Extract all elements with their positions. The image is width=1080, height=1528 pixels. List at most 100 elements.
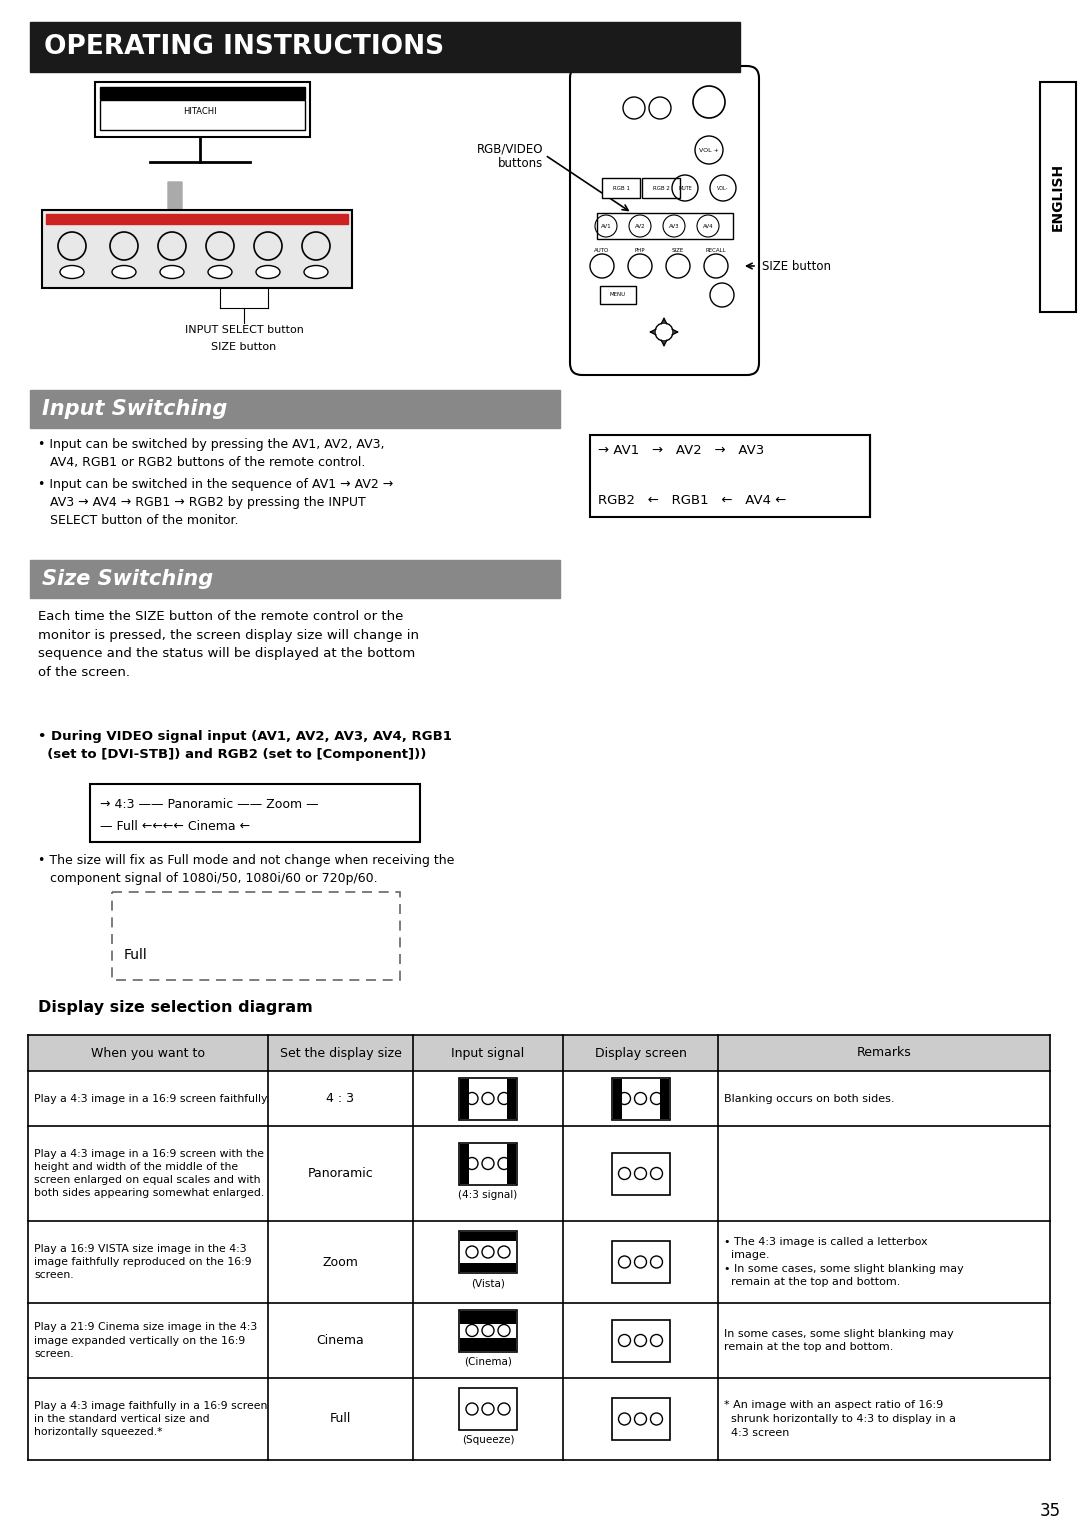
Text: — Full ←←←← Cinema ←: — Full ←←←← Cinema ← xyxy=(100,821,251,833)
Text: In some cases, some slight blanking may
remain at the top and bottom.: In some cases, some slight blanking may … xyxy=(724,1329,954,1352)
Bar xyxy=(46,214,348,225)
Bar xyxy=(460,1311,516,1323)
Bar xyxy=(590,435,870,516)
Text: AV3: AV3 xyxy=(669,223,679,229)
Bar xyxy=(459,1309,517,1351)
Bar xyxy=(611,1398,670,1439)
Bar xyxy=(460,1264,516,1271)
Ellipse shape xyxy=(60,266,84,278)
Text: Size Switching: Size Switching xyxy=(42,568,213,588)
Bar xyxy=(642,177,680,199)
Text: Play a 4:3 image faithfully in a 16:9 screen
in the standard vertical size and
h: Play a 4:3 image faithfully in a 16:9 sc… xyxy=(33,1401,268,1438)
Text: When you want to: When you want to xyxy=(91,1047,205,1059)
Bar xyxy=(507,1079,516,1118)
Text: Full: Full xyxy=(124,947,148,963)
Text: VOL-: VOL- xyxy=(717,185,729,191)
Bar xyxy=(460,1143,469,1184)
Ellipse shape xyxy=(160,266,184,278)
Text: Play a 4:3 image in a 16:9 screen with the
height and width of the middle of the: Play a 4:3 image in a 16:9 screen with t… xyxy=(33,1149,265,1198)
Bar xyxy=(459,1077,517,1120)
Text: Input signal: Input signal xyxy=(451,1047,525,1059)
Bar xyxy=(597,212,733,238)
Bar xyxy=(660,1079,669,1118)
Text: Input Switching: Input Switching xyxy=(42,399,228,419)
Text: Play a 16:9 VISTA size image in the 4:3
image faithfully reproduced on the 16:9
: Play a 16:9 VISTA size image in the 4:3 … xyxy=(33,1244,252,1280)
Bar xyxy=(100,87,305,99)
Text: AV4: AV4 xyxy=(703,223,713,229)
Ellipse shape xyxy=(208,266,232,278)
Bar xyxy=(30,559,561,597)
FancyArrow shape xyxy=(161,182,189,234)
Text: * An image with an aspect ratio of 16:9
  shrunk horizontally to 4:3 to display : * An image with an aspect ratio of 16:9 … xyxy=(724,1400,956,1438)
Text: Blanking occurs on both sides.: Blanking occurs on both sides. xyxy=(724,1094,894,1103)
Text: RGB 1: RGB 1 xyxy=(612,185,630,191)
Bar xyxy=(611,1241,670,1284)
Bar xyxy=(612,1079,621,1118)
Text: Set the display size: Set the display size xyxy=(280,1047,402,1059)
Text: RGB2   ←   RGB1   ←   AV4 ←: RGB2 ← RGB1 ← AV4 ← xyxy=(598,495,786,507)
Text: ENGLISH: ENGLISH xyxy=(1051,163,1065,231)
Text: HITACHI: HITACHI xyxy=(184,107,217,116)
Text: Each time the SIZE button of the remote control or the
monitor is pressed, the s: Each time the SIZE button of the remote … xyxy=(38,610,419,678)
Bar xyxy=(30,21,740,72)
Text: Remarks: Remarks xyxy=(856,1047,912,1059)
Text: 35: 35 xyxy=(1039,1502,1061,1520)
Text: • During VIDEO signal input (AV1, AV2, AV3, AV4, RGB1
  (set to [DVI-STB]) and R: • During VIDEO signal input (AV1, AV2, A… xyxy=(38,730,451,761)
Text: Full: Full xyxy=(329,1412,351,1426)
Bar xyxy=(611,1320,670,1361)
Text: AUTO: AUTO xyxy=(594,248,609,254)
Text: Play a 4:3 image in a 16:9 screen faithfully.: Play a 4:3 image in a 16:9 screen faithf… xyxy=(33,1094,269,1103)
Text: 4 : 3: 4 : 3 xyxy=(326,1093,354,1105)
Text: AV2: AV2 xyxy=(635,223,646,229)
Bar xyxy=(90,784,420,842)
Text: Cinema: Cinema xyxy=(316,1334,364,1348)
Text: VOL +: VOL + xyxy=(699,148,719,153)
Bar xyxy=(28,1034,1050,1071)
Bar xyxy=(459,1232,517,1273)
Text: (Vista): (Vista) xyxy=(471,1277,505,1288)
Text: OPERATING INSTRUCTIONS: OPERATING INSTRUCTIONS xyxy=(44,34,444,60)
Bar xyxy=(507,1143,516,1184)
Text: Display screen: Display screen xyxy=(595,1047,687,1059)
Text: (Cinema): (Cinema) xyxy=(464,1357,512,1366)
Text: • Input can be switched in the sequence of AV1 → AV2 →
   AV3 → AV4 → RGB1 → RGB: • Input can be switched in the sequence … xyxy=(38,478,393,527)
Bar xyxy=(30,390,561,428)
Text: SIZE: SIZE xyxy=(672,248,684,254)
Text: Display size selection diagram: Display size selection diagram xyxy=(38,999,313,1015)
Bar xyxy=(95,83,310,138)
Bar xyxy=(1040,83,1076,312)
Text: INPUT SELECT button: INPUT SELECT button xyxy=(185,325,303,335)
Bar xyxy=(600,286,636,304)
Bar xyxy=(460,1079,469,1118)
Text: • The size will fix as Full mode and not change when receiving the
   component : • The size will fix as Full mode and not… xyxy=(38,854,455,885)
Text: MUTE: MUTE xyxy=(678,185,692,191)
Text: (Squeeze): (Squeeze) xyxy=(462,1435,514,1445)
Text: Play a 21:9 Cinema size image in the 4:3
image expanded vertically on the 16:9
s: Play a 21:9 Cinema size image in the 4:3… xyxy=(33,1322,257,1358)
Bar xyxy=(459,1143,517,1184)
Text: PHP: PHP xyxy=(635,248,646,254)
Text: SIZE button: SIZE button xyxy=(212,342,276,351)
FancyBboxPatch shape xyxy=(570,66,759,374)
Text: • The 4:3 image is called a letterbox
  image.
• In some cases, some slight blan: • The 4:3 image is called a letterbox im… xyxy=(724,1236,963,1288)
Ellipse shape xyxy=(256,266,280,278)
Text: (4:3 signal): (4:3 signal) xyxy=(458,1189,517,1199)
Text: • Input can be switched by pressing the AV1, AV2, AV3,
   AV4, RGB1 or RGB2 butt: • Input can be switched by pressing the … xyxy=(38,439,384,469)
Text: RGB 2: RGB 2 xyxy=(652,185,670,191)
Text: Panoramic: Panoramic xyxy=(308,1167,374,1180)
Bar xyxy=(611,1152,670,1195)
Bar xyxy=(100,99,305,130)
Bar xyxy=(460,1232,516,1241)
Text: SIZE button: SIZE button xyxy=(762,260,831,272)
Bar xyxy=(459,1387,517,1430)
Text: → 4:3 —— Panoramic —— Zoom —: → 4:3 —— Panoramic —— Zoom — xyxy=(100,798,319,811)
Bar xyxy=(42,209,352,287)
Bar xyxy=(611,1077,670,1120)
Ellipse shape xyxy=(112,266,136,278)
Text: RGB/VIDEO
buttons: RGB/VIDEO buttons xyxy=(476,142,543,170)
Bar xyxy=(602,177,640,199)
Ellipse shape xyxy=(303,266,328,278)
Text: → AV1   →   AV2   →   AV3: → AV1 → AV2 → AV3 xyxy=(598,445,765,457)
Text: RECALL: RECALL xyxy=(705,248,727,254)
Text: AV1: AV1 xyxy=(600,223,611,229)
Text: Zoom: Zoom xyxy=(323,1256,359,1268)
